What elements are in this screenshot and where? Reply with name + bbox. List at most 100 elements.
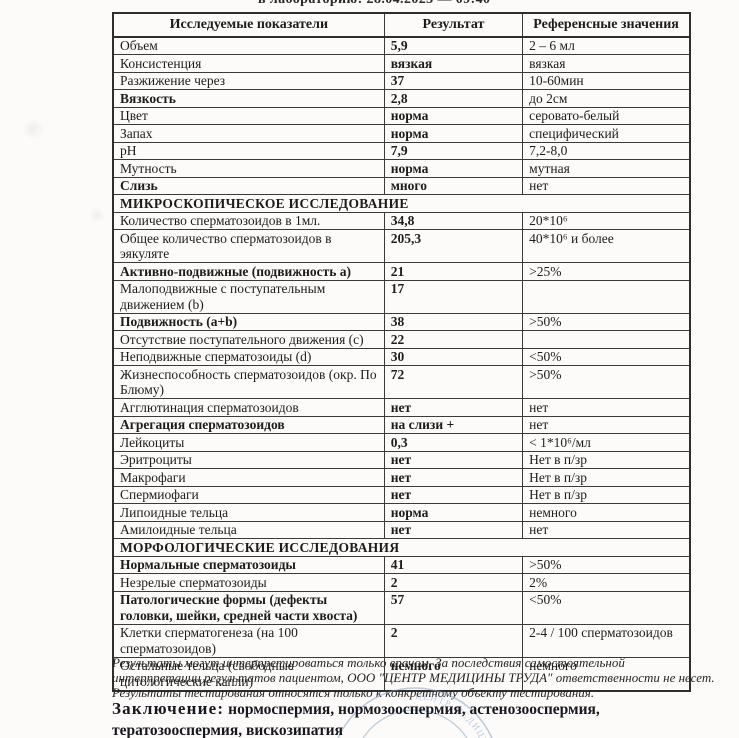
ref-cell: 20*10⁶ (522, 211, 691, 230)
column-header-parameter: Исследуемые показатели (112, 12, 385, 38)
result-cell: много (383, 176, 524, 195)
table-row: Объем 5,9 2 – 6 мл (112, 36, 691, 55)
result-cell: 38 (383, 312, 524, 331)
result-cell: 205,3 (383, 229, 524, 263)
table-row: Макрофаги нет Нет в п/зр (112, 468, 691, 487)
table-row: pH 7,9 7,2-8,0 (112, 141, 691, 160)
table-row: Количество сперматозоидов в 1мл. 34,8 20*1… (112, 211, 691, 230)
param-cell: Общее количество сперматозоидов в эякуля… (112, 229, 385, 263)
disclaimer-line: интерпретации результатов пациентом, ООО… (112, 669, 715, 685)
param-cell: Клетки сперматогенеза (на 100 сперматозо… (112, 623, 385, 658)
ref-cell: 2 – 6 мл (522, 36, 691, 55)
ref-cell: Нет в п/зр (522, 468, 691, 487)
table-row: Спермиофаги нет Нет в п/зр (112, 485, 691, 504)
ref-cell: немного (522, 656, 691, 691)
table-row: Патологические формы (дефекты головки, ш… (112, 590, 691, 625)
result-cell: 21 (383, 262, 524, 281)
table-row: Вязкость 2,8 до 2см (112, 89, 691, 108)
param-cell: Агрегация сперматозоидов (112, 415, 385, 434)
ref-cell: немного (522, 503, 691, 522)
param-cell: Патологические формы (дефекты головки, ш… (112, 590, 385, 625)
table-row: Остальные тельца (свободные цитологическ… (112, 656, 691, 691)
section-header-row: МОРФОЛОГИЧЕСКИЕ ИССЛЕДОВАНИЯ (112, 538, 691, 557)
param-cell: Подвижность (а+b) (112, 312, 385, 331)
table-row: Клетки сперматогенеза (на 100 сперматозо… (112, 623, 691, 658)
ref-cell: нет (522, 415, 691, 434)
ref-cell: >50% (522, 312, 691, 331)
section-header-row: МИКРОСКОПИЧЕСКОЕ ИССЛЕДОВАНИЕ (112, 194, 691, 213)
ref-cell: 2% (522, 573, 691, 592)
result-cell: норма (383, 124, 524, 143)
param-cell: Амилоидные тельца (112, 520, 385, 539)
result-cell: нет (383, 485, 524, 504)
ref-cell: Нет в п/зр (522, 485, 691, 504)
table-row: Малоподвижные с поступательным движением… (112, 279, 691, 314)
scan-smudge (88, 208, 106, 222)
ref-cell: вязкая (522, 54, 691, 73)
table-row: Запах норма специфический (112, 124, 691, 143)
table-row: Общее количество сперматозоидов в эякуля… (112, 229, 691, 263)
section-title: МОРФОЛОГИЧЕСКИЕ ИССЛЕДОВАНИЯ (112, 538, 691, 557)
param-cell: Липоидные тельца (112, 503, 385, 522)
param-cell: Активно-подвижные (подвижность а) (112, 262, 385, 281)
ref-cell: 40*10⁶ и более (522, 229, 691, 263)
ref-cell: до 2см (522, 89, 691, 108)
result-cell: 22 (383, 330, 524, 349)
ref-cell: 2-4 / 100 сперматозоидов (522, 623, 691, 658)
table-row: Агглютинация сперматозоидов нет нет (112, 398, 691, 417)
table-row: Мутность норма мутная (112, 159, 691, 178)
param-cell: Запах (112, 124, 385, 143)
result-cell: норма (383, 503, 524, 522)
param-cell: Слизь (112, 176, 385, 195)
ref-cell (522, 330, 691, 349)
result-cell: нет (383, 468, 524, 487)
table-row: Липоидные тельца норма немного (112, 503, 691, 522)
table-row: Незрелые сперматозоиды 2 2% (112, 573, 691, 592)
ref-cell: мутная (522, 159, 691, 178)
param-cell: Цвет (112, 106, 385, 125)
ref-cell: >50% (522, 555, 691, 574)
section-title: МИКРОСКОПИЧЕСКОЕ ИССЛЕДОВАНИЕ (112, 194, 691, 213)
column-header-result: Результат (383, 12, 524, 38)
table-row: Активно-подвижные (подвижность а) 21 >25% (112, 262, 691, 281)
table-row: Агрегация сперматозоидов на слизи + нет (112, 415, 691, 434)
ref-cell: <50% (522, 347, 691, 366)
param-cell: Разжижение через (112, 71, 385, 90)
scan-smudge (20, 120, 46, 138)
param-cell: Мутность (112, 159, 385, 178)
param-cell: Макрофаги (112, 468, 385, 487)
result-cell: 57 (383, 590, 524, 625)
param-cell: Агглютинация сперматозоидов (112, 398, 385, 417)
table-row: Слизь много нет (112, 176, 691, 195)
param-cell: Количество сперматозоидов в 1мл. (112, 211, 385, 230)
table-row: Консистенция вязкая вязкая (112, 54, 691, 73)
ref-cell: нет (522, 176, 691, 195)
result-cell: 5,9 (383, 36, 524, 55)
result-cell: 2 (383, 573, 524, 592)
result-cell: 7,9 (383, 141, 524, 160)
param-cell: Жизнеспособность сперматозоидов (окр. По… (112, 365, 385, 399)
result-cell: норма (383, 106, 524, 125)
result-cell: 17 (383, 279, 524, 314)
param-cell: Нормальные сперматозоиды (112, 555, 385, 574)
result-cell: 34,8 (383, 211, 524, 230)
param-cell: Неподвижные сперматозоиды (d) (112, 347, 385, 366)
result-cell: нет (383, 398, 524, 417)
result-cell: вязкая (383, 54, 524, 73)
result-cell: нет (383, 520, 524, 539)
ref-cell: 7,2-8,0 (522, 141, 691, 160)
param-cell: Малоподвижные с поступательным движением… (112, 279, 385, 314)
table-row: Лейкоциты 0,3 < 1*10⁶/мл (112, 433, 691, 452)
ref-cell: 10-60мин (522, 71, 691, 90)
param-cell: Незрелые сперматозоиды (112, 573, 385, 592)
result-cell: 2 (383, 623, 524, 658)
table-row: Амилоидные тельца нет нет (112, 520, 691, 539)
result-cell: 37 (383, 71, 524, 90)
ref-cell: специфический (522, 124, 691, 143)
param-cell: Спермиофаги (112, 485, 385, 504)
param-cell: Лейкоциты (112, 433, 385, 452)
table-row: Неподвижные сперматозоиды (d) 30 <50% (112, 347, 691, 366)
ref-cell: >50% (522, 365, 691, 399)
param-cell: Отсутствие поступательного движения (с) (112, 330, 385, 349)
